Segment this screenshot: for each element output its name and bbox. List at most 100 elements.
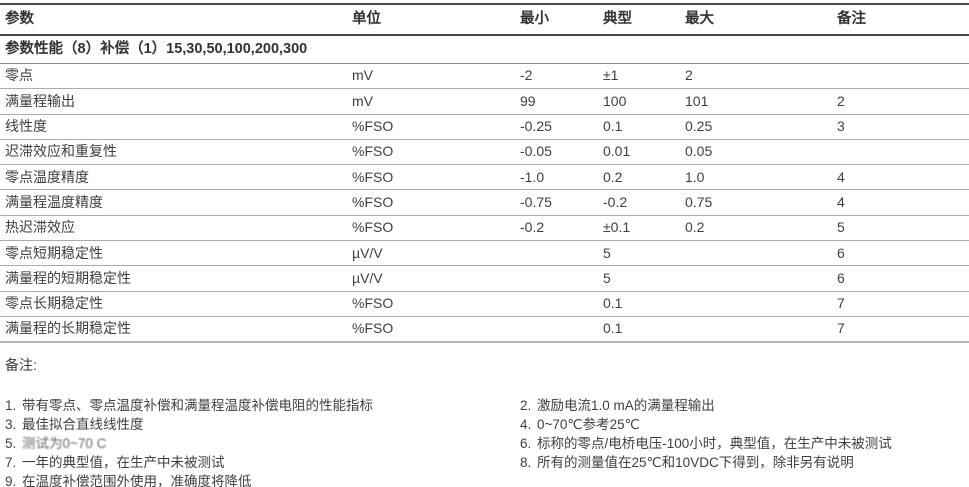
table-row: 热迟滞效应 %FSO -0.2 ±0.1 0.2 5 [0,215,969,242]
unit-cell: %FSO [347,114,515,140]
max-cell: 101 [680,88,832,115]
typ-cell: 0.2 [598,164,680,191]
note-cell: 4 [832,164,969,191]
typ-cell: 0.1 [598,316,680,344]
param-cell: 零点短期稳定性 [0,240,347,267]
table-row: 满量程的短期稳定性 µV/V 5 6 [0,265,969,292]
table-row: 零点 mV -2 ±1 2 [0,63,969,90]
min-cell [515,316,598,344]
note-text: 测试为0~70 C [22,436,107,452]
notes-columns: 1. 带有零点、零点温度补偿和满量程温度补偿电阻的性能指标 3. 最佳拟合直线线性度… [5,396,969,487]
max-cell [680,316,832,344]
param-cell: 满量程的短期稳定性 [0,265,347,292]
max-cell [680,265,832,292]
notes-column-right: 2. 激励电流1.0 mA的满量程输出 4. 0~70℃参考25℃ 6. 标称的零点/… [520,396,969,487]
note-item: 4. 0~70℃参考25℃ [520,415,969,434]
max-cell [680,291,832,317]
note-item: 6. 标称的零点/电桥电压-100小时，典型值，在生产中未被测试 [520,434,969,453]
note-number: 9. [5,474,17,487]
typ-cell: ±1 [598,63,680,90]
table-row: 线性度 %FSO -0.25 0.1 0.25 3 [0,114,969,140]
note-cell: 2 [832,88,969,115]
param-cell: 满量程输出 [0,88,347,115]
min-cell: -2 [515,63,598,90]
note-cell [832,139,969,166]
table-row: 满量程温度精度 %FSO -0.75 -0.2 0.75 4 [0,189,969,216]
min-cell: -0.05 [515,139,598,166]
note-number: 6. [520,436,532,452]
note-cell: 6 [832,265,969,292]
table-row: 满量程输出 mV 99 100 101 2 [0,88,969,115]
note-item: 7. 一年的典型值，在生产中未被测试 [5,453,520,472]
table-row: 零点短期稳定性 µV/V 5 6 [0,240,969,267]
note-item: 9. 在温度补偿范围外使用，准确度将降低 [5,472,520,487]
note-item: 8. 所有的测量值在25℃和10VDC下得到，除非另有说明 [520,453,969,472]
note-cell [832,63,969,90]
note-number: 8. [520,455,532,471]
min-cell: -0.25 [515,114,598,140]
param-cell: 满量程温度精度 [0,189,347,216]
max-cell: 0.75 [680,189,832,216]
min-cell [515,240,598,267]
column-header-unit: 单位 [347,4,515,36]
unit-cell: mV [347,63,515,90]
table-row: 满量程的长期稳定性 %FSO 0.1 7 [0,316,969,344]
notes-section: 备注: 1. 带有零点、零点温度补偿和满量程温度补偿电阻的性能指标 3. 最佳拟合直… [0,355,969,487]
typ-cell: 5 [598,240,680,267]
column-header-min: 最小 [515,4,598,36]
note-cell: 5 [832,215,969,242]
param-cell: 线性度 [0,114,347,140]
max-cell: 0.2 [680,215,832,242]
param-cell: 零点 [0,63,347,90]
table-row: 零点长期稳定性 %FSO 0.1 7 [0,291,969,317]
note-text: 所有的测量值在25℃和10VDC下得到，除非另有说明 [537,455,854,471]
typ-cell: 0.01 [598,139,680,166]
note-text: 0~70℃参考25℃ [537,417,640,433]
table-row: 迟滞效应和重复性 %FSO -0.05 0.01 0.05 [0,139,969,166]
note-text: 在温度补偿范围外使用，准确度将降低 [22,474,252,487]
param-cell: 零点长期稳定性 [0,291,347,317]
note-number: 7. [5,455,17,471]
column-header-typ: 典型 [598,4,680,36]
typ-cell: -0.2 [598,189,680,216]
unit-cell: mV [347,88,515,115]
note-item: 3. 最佳拟合直线线性度 [5,415,520,434]
note-text: 带有零点、零点温度补偿和满量程温度补偿电阻的性能指标 [22,398,373,414]
note-cell: 4 [832,189,969,216]
typ-cell: 5 [598,265,680,292]
column-header-note: 备注 [832,4,969,36]
table-header-row: 参数 单位 最小 典型 最大 备注 [0,4,969,36]
note-number: 5. [5,436,17,452]
unit-cell: %FSO [347,215,515,242]
spec-table: 参数 单位 最小 典型 最大 备注 参数性能（8）补偿（1）15,30,50,1… [0,3,969,344]
max-cell: 0.05 [680,139,832,166]
param-cell: 满量程的长期稳定性 [0,316,347,344]
note-number: 2. [520,398,532,414]
unit-cell: %FSO [347,316,515,344]
note-item: 5. 测试为0~70 C [5,434,520,453]
note-cell: 6 [832,240,969,267]
unit-cell: µV/V [347,240,515,267]
typ-cell: 100 [598,88,680,115]
max-cell: 0.25 [680,114,832,140]
note-text: 一年的典型值，在生产中未被测试 [22,455,225,471]
note-cell: 7 [832,316,969,344]
note-cell: 7 [832,291,969,317]
notes-column-left: 1. 带有零点、零点温度补偿和满量程温度补偿电阻的性能指标 3. 最佳拟合直线线性度… [5,396,520,487]
param-cell: 热迟滞效应 [0,215,347,242]
unit-cell: %FSO [347,189,515,216]
table-row: 零点温度精度 %FSO -1.0 0.2 1.0 4 [0,164,969,191]
min-cell [515,291,598,317]
unit-cell: %FSO [347,139,515,166]
typ-cell: ±0.1 [598,215,680,242]
note-number: 1. [5,398,17,414]
param-cell: 零点温度精度 [0,164,347,191]
max-cell [680,240,832,267]
note-text: 最佳拟合直线线性度 [22,417,144,433]
column-header-max: 最大 [680,4,832,36]
min-cell: 99 [515,88,598,115]
min-cell: -1.0 [515,164,598,191]
note-text: 标称的零点/电桥电压-100小时，典型值，在生产中未被测试 [537,436,892,452]
section-header-row: 参数性能（8）补偿（1）15,30,50,100,200,300 [0,35,969,64]
